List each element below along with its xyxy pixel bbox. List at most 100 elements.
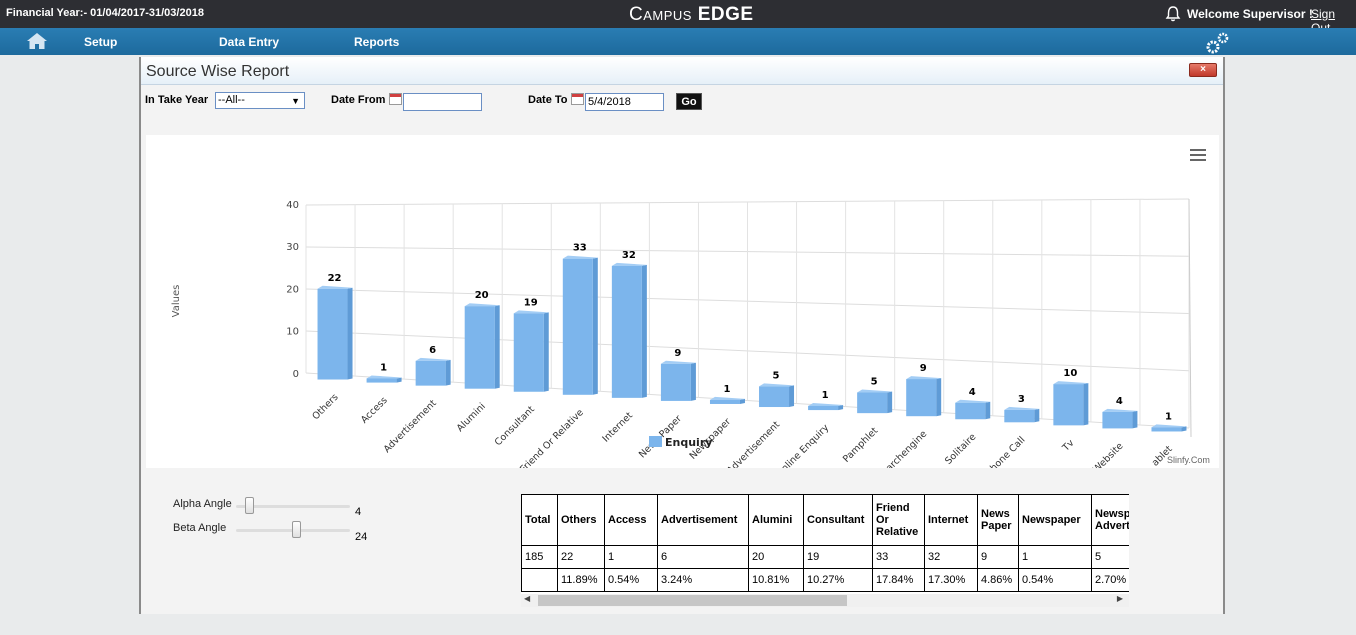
bar xyxy=(366,378,397,383)
data-label: 32 xyxy=(622,250,636,261)
alpha-slider-track[interactable] xyxy=(236,505,350,508)
x-tick-label: Searchengine xyxy=(876,428,930,468)
bar-top xyxy=(955,399,991,403)
bar-top xyxy=(906,376,942,380)
data-label: 1 xyxy=(822,390,829,401)
date-to-input[interactable]: 5/4/2018 xyxy=(585,93,664,111)
date-from-input[interactable] xyxy=(403,93,482,111)
bar xyxy=(562,258,593,395)
nav-setup[interactable]: Setup xyxy=(84,35,118,49)
y-tick-label: 40 xyxy=(286,200,299,211)
data-label: 1 xyxy=(1165,411,1172,422)
panel-header: Source Wise Report × xyxy=(141,57,1223,85)
bar-top xyxy=(808,402,844,406)
date-to-label: Date To xyxy=(528,94,568,106)
table-header-cell: Internet xyxy=(924,494,978,546)
table-count-cell: 6 xyxy=(657,545,749,569)
intake-year-value: --All-- xyxy=(218,94,245,106)
bar xyxy=(808,405,839,411)
data-label: 1 xyxy=(380,362,387,373)
data-label: 6 xyxy=(429,345,436,356)
table-count-cell: 1 xyxy=(1018,545,1092,569)
table-count-cell: 5 xyxy=(1091,545,1129,569)
x-tick-label: Internet xyxy=(601,410,636,445)
table-percent-cell: 10.27% xyxy=(803,568,873,592)
beta-angle-value: 24 xyxy=(355,531,368,543)
x-tick-label: phone Call xyxy=(984,435,1027,468)
chart-container: 0 10 20 30 40 Values 22 Others 1 Access 6 Advertise… xyxy=(146,135,1219,482)
bar-top xyxy=(1053,381,1089,385)
nav-reports[interactable]: Reports xyxy=(354,35,400,49)
data-label: 5 xyxy=(871,377,878,388)
chart-credit: Slinfy.Com xyxy=(1167,455,1210,465)
x-tick-label: Advertisement xyxy=(382,398,439,455)
table-percent-cell: 17.30% xyxy=(924,568,978,592)
bar xyxy=(611,265,642,398)
bar-side xyxy=(1132,410,1138,429)
bar-top xyxy=(464,303,500,307)
calendar-icon[interactable] xyxy=(571,93,584,105)
beta-slider-thumb[interactable] xyxy=(292,521,301,538)
home-icon[interactable] xyxy=(26,32,48,50)
bar xyxy=(1151,427,1182,432)
bar-side xyxy=(445,359,451,386)
bell-icon[interactable] xyxy=(1164,5,1182,23)
go-button[interactable]: Go xyxy=(676,93,702,110)
axis-line xyxy=(1188,198,1192,438)
bar-side xyxy=(936,378,942,417)
table-horizontal-scrollbar[interactable]: ◀ ▶ xyxy=(521,594,1129,607)
data-label: 4 xyxy=(969,387,976,398)
table-count-cell: 20 xyxy=(748,545,804,569)
alpha-angle-value: 4 xyxy=(355,506,362,518)
x-tick-label: Tv xyxy=(1060,437,1077,454)
table-header-cell: Total xyxy=(521,494,558,546)
data-label: 4 xyxy=(1116,396,1123,407)
bar-side xyxy=(543,312,549,392)
table-header-cell: Friend Or Relative xyxy=(872,494,925,546)
data-label: 22 xyxy=(328,273,342,284)
table-row: 11.89% 0.54% 3.24% 10.81% 10.27% 17.84% 17.30%… xyxy=(521,568,1129,592)
x-tick-label: Consultant xyxy=(493,404,537,448)
bar-top xyxy=(857,389,893,393)
alpha-slider-thumb[interactable] xyxy=(245,497,254,514)
table-header-cell: Others xyxy=(557,494,605,546)
scrollbar-thumb[interactable] xyxy=(538,595,847,606)
bar-top xyxy=(660,360,696,364)
calendar-icon[interactable] xyxy=(389,93,402,105)
close-button[interactable]: × xyxy=(1189,63,1217,77)
summary-table-container: Total Others Access Advertisement Alumini Con… xyxy=(521,494,1129,607)
dropdown-arrow-icon: ▼ xyxy=(291,96,300,106)
nav-data-entry[interactable]: Data Entry xyxy=(219,35,280,49)
x-tick-label: Others xyxy=(310,392,340,422)
bar xyxy=(759,386,790,408)
bar-top xyxy=(562,255,598,259)
bar xyxy=(709,399,740,404)
bar-top xyxy=(366,375,402,379)
data-label: 3 xyxy=(1018,394,1025,405)
bar-side xyxy=(789,385,795,408)
y-tick-label: 10 xyxy=(286,327,299,338)
brand-logo: Campus EDGE xyxy=(629,4,754,26)
bar xyxy=(1102,411,1133,429)
bar-side xyxy=(985,401,991,420)
table-percent-cell: 10.81% xyxy=(748,568,804,592)
bar xyxy=(906,379,937,417)
scroll-right-icon[interactable]: ▶ xyxy=(1116,594,1123,603)
intake-year-label: In Take Year xyxy=(145,94,209,106)
bar-side xyxy=(1181,426,1187,432)
settings-gear-icon[interactable] xyxy=(1205,31,1231,55)
bar-top xyxy=(709,396,745,400)
legend-swatch xyxy=(649,436,662,447)
table-count-cell: 22 xyxy=(557,545,605,569)
bar-side xyxy=(641,264,647,398)
table-header-cell: Newspaper xyxy=(1018,494,1092,546)
bar xyxy=(857,392,888,414)
bar-side xyxy=(1034,408,1040,423)
table-percent-cell: 11.89% xyxy=(557,568,605,592)
scroll-left-icon[interactable]: ◀ xyxy=(524,594,531,603)
bar-side xyxy=(739,398,745,404)
table-percent-cell: 2.70% xyxy=(1091,568,1129,592)
intake-year-select[interactable]: --All-- ▼ xyxy=(215,92,305,109)
table-count-cell: 33 xyxy=(872,545,925,569)
chart-menu-icon[interactable] xyxy=(1190,149,1206,161)
